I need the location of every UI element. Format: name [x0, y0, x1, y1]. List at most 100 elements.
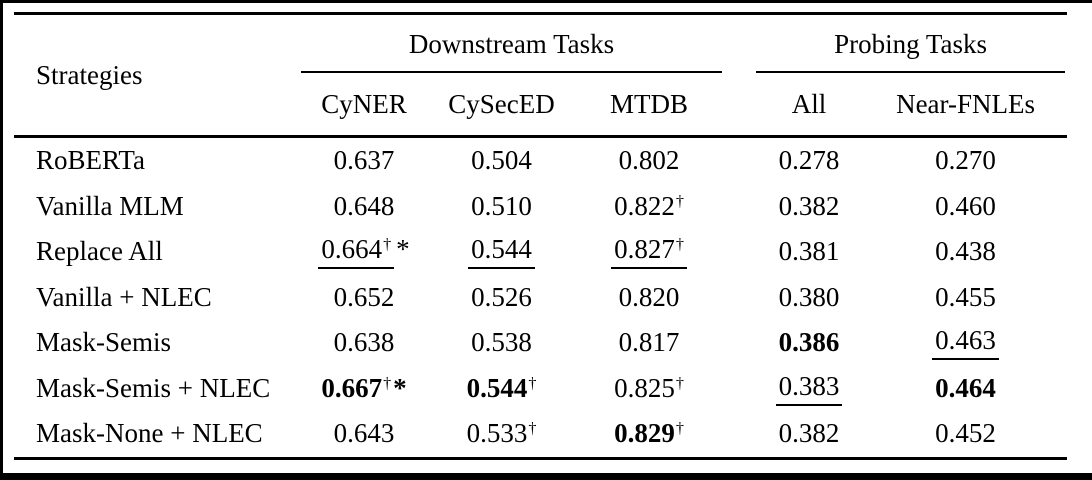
- metric-cell: 0.643: [299, 411, 429, 460]
- column-gap: [724, 229, 754, 275]
- column-header-cyner: CyNER: [299, 73, 429, 138]
- table-row: Vanilla + NLEC 0.652 0.526 0.820 0.380 0.455: [14, 275, 1067, 321]
- metric-cell: 0.652: [299, 275, 429, 321]
- metric-value: 0.382: [778, 418, 840, 449]
- dagger-marker: †: [383, 373, 392, 392]
- table-row: Replace All 0.664† * 0.544 0.827† 0.381 0.438: [14, 229, 1067, 275]
- strategy-label: Mask-Semis + NLEC: [36, 372, 271, 403]
- metric-value: 0.383: [775, 371, 843, 406]
- metric-cell: 0.464: [864, 366, 1067, 412]
- metric-cell: 0.544†: [429, 366, 574, 412]
- metric-cell: 0.383: [754, 366, 864, 412]
- results-table-container: Strategies Downstream Tasks Probing Task…: [14, 12, 1068, 460]
- metric-value: 0.827†: [611, 234, 687, 270]
- metric-cell: 0.822†: [574, 184, 724, 230]
- dagger-marker: †: [675, 419, 684, 438]
- metric-cell: 0.637: [299, 137, 429, 184]
- metric-cell: 0.510: [429, 184, 574, 230]
- metric-value: 0.526: [471, 281, 532, 312]
- metric-cell: 0.648: [299, 184, 429, 230]
- group-header-probing-label: Probing Tasks: [834, 28, 987, 59]
- strategy-label: RoBERTa: [36, 145, 145, 176]
- column-header-near-fnles: Near-FNLEs: [864, 73, 1068, 138]
- metric-cell: 0.460: [864, 184, 1067, 230]
- metric-value: 0.643: [333, 418, 395, 449]
- metric-value: 0.817: [618, 327, 680, 358]
- metric-value: 0.538: [471, 327, 532, 358]
- table-row: Mask-Semis 0.638 0.538 0.817 0.386 0.463: [14, 320, 1067, 366]
- metric-cell: 0.278: [754, 137, 864, 184]
- asterisk-marker: *: [396, 234, 410, 265]
- table-row: Mask-Semis + NLEC 0.667†* 0.544† 0.825† 0.38…: [14, 366, 1067, 412]
- column-gap: [724, 137, 754, 184]
- metric-cell: 0.533†: [429, 411, 574, 460]
- column-gap: [724, 14, 754, 74]
- metric-cell: 0.381: [754, 229, 864, 275]
- strategy-label: Replace All: [36, 236, 163, 267]
- group-underline-downstream: [301, 71, 723, 73]
- metric-value: 0.452: [935, 418, 996, 449]
- dagger-marker: †: [675, 191, 684, 210]
- metric-value: 0.278: [778, 145, 840, 176]
- group-header-probing: Probing Tasks: [754, 14, 1067, 73]
- metric-cell: 0.382: [754, 184, 864, 230]
- column-gap: [724, 73, 755, 138]
- asterisk-marker: *: [393, 372, 407, 403]
- metric-cell: 0.802: [574, 137, 724, 184]
- metric-value: 0.637: [333, 145, 395, 176]
- group-header-downstream-label: Downstream Tasks: [408, 28, 615, 59]
- strategies-column-header: Strategies: [14, 13, 299, 138]
- metric-cell: 0.664† *: [299, 229, 429, 275]
- metric-value: 0.270: [935, 145, 996, 176]
- metric-cell: 0.382: [754, 411, 865, 460]
- metric-value: 0.829†: [614, 418, 684, 449]
- metric-cell: 0.438: [864, 229, 1067, 275]
- metric-cell: 0.386: [754, 320, 864, 366]
- metric-value: 0.652: [333, 281, 395, 312]
- metric-value: 0.822†: [614, 190, 684, 221]
- metric-cell: 0.829†: [574, 411, 725, 460]
- metric-value: 0.460: [935, 190, 996, 221]
- table-row: Vanilla MLM 0.648 0.510 0.822† 0.382 0.460: [14, 184, 1067, 230]
- column-header-all: All: [754, 73, 865, 138]
- metric-value: 0.667†: [321, 372, 392, 403]
- metric-cell: 0.638: [299, 320, 429, 366]
- metric-value: 0.464: [935, 372, 996, 403]
- metric-value: 0.533†: [466, 418, 537, 449]
- metric-value: 0.455: [935, 281, 996, 312]
- column-gap: [724, 184, 754, 230]
- table-row: RoBERTa 0.637 0.504 0.802 0.278 0.270: [14, 137, 1067, 184]
- metric-value: 0.386: [778, 327, 840, 358]
- column-header-mtdb: MTDB: [574, 73, 725, 138]
- dagger-marker: †: [528, 419, 537, 438]
- metric-value: 0.638: [333, 327, 395, 358]
- column-gap: [724, 411, 755, 460]
- metric-cell: 0.270: [864, 137, 1067, 184]
- strategy-label: Vanilla + NLEC: [36, 281, 212, 312]
- metric-value: 0.504: [471, 145, 532, 176]
- metric-cell: 0.827†: [574, 229, 724, 275]
- strategy-label: Mask-None + NLEC: [14, 411, 299, 460]
- metric-value: 0.825†: [614, 372, 684, 403]
- metric-value: 0.438: [935, 236, 996, 267]
- group-header-downstream: Downstream Tasks: [299, 14, 724, 73]
- strategy-label: Vanilla MLM: [36, 190, 184, 221]
- metric-value: 0.382: [778, 190, 840, 221]
- metric-cell: 0.380: [754, 275, 864, 321]
- metric-cell: 0.825†: [574, 366, 724, 412]
- metric-value: 0.544†: [466, 372, 537, 403]
- metric-cell: 0.538: [429, 320, 574, 366]
- metric-cell: 0.544: [429, 229, 574, 275]
- group-header-row: Strategies Downstream Tasks Probing Task…: [14, 13, 1067, 138]
- column-header-row: CyNER CySecED MTDB All Near-FNLEs: [14, 73, 1068, 138]
- column-gap: [724, 275, 754, 321]
- group-underline-probing: [756, 71, 1066, 73]
- table-body: RoBERTa 0.637 0.504 0.802 0.278 0.270 Vanilla …: [14, 137, 1068, 460]
- metric-cell: 0.667†*: [299, 366, 429, 412]
- metric-value: 0.380: [778, 281, 840, 312]
- metric-value: 0.463: [932, 325, 999, 361]
- metric-cell: 0.452: [864, 411, 1068, 460]
- metric-value: 0.648: [333, 190, 395, 221]
- metric-value: 0.381: [778, 236, 840, 267]
